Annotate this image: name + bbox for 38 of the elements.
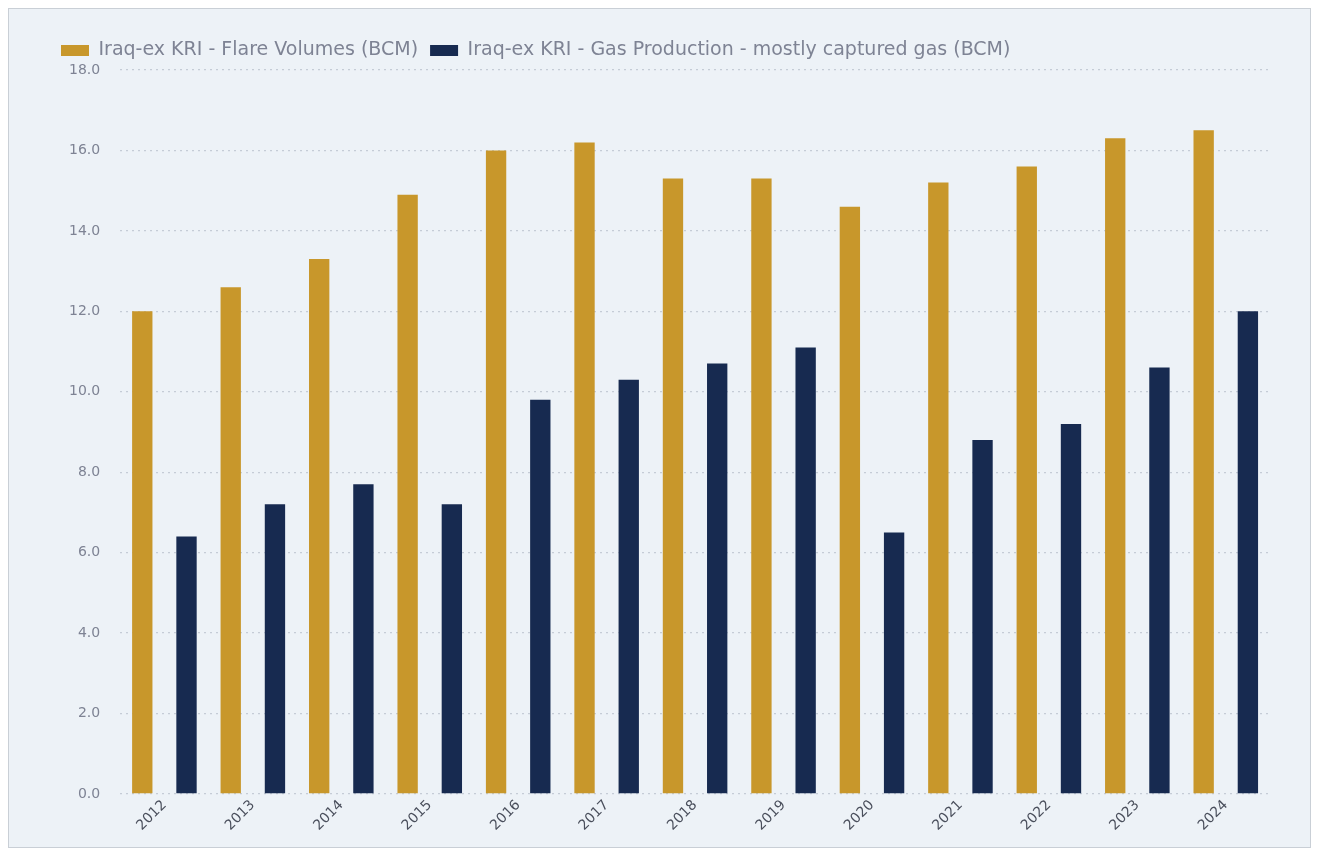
y-tick-label: 6.0 <box>77 543 101 560</box>
bar <box>839 206 861 794</box>
bar <box>618 379 639 794</box>
bar <box>485 150 507 794</box>
y-tick-label: 12.0 <box>69 301 101 318</box>
bar <box>1060 423 1082 794</box>
bar <box>1149 367 1170 794</box>
y-tick-label: 0.0 <box>77 784 101 801</box>
y-tick-label: 18.0 <box>69 60 101 77</box>
bar <box>1237 311 1259 794</box>
bar <box>662 178 684 794</box>
bar <box>176 536 197 794</box>
bar <box>972 440 993 794</box>
bar <box>132 311 153 794</box>
bar <box>928 182 949 794</box>
bar <box>883 532 905 794</box>
bar <box>574 142 595 794</box>
bar <box>264 504 286 794</box>
legend-label: Iraq-ex KRI - Gas Production - mostly captured gas (BCM) <box>467 37 1011 60</box>
bar <box>397 194 418 794</box>
bar <box>220 287 241 794</box>
y-tick-label: 4.0 <box>77 623 101 640</box>
bar <box>751 178 772 794</box>
bar <box>309 259 330 794</box>
bar <box>1193 130 1214 794</box>
bar <box>1105 138 1126 794</box>
y-tick-label: 2.0 <box>77 704 101 721</box>
y-tick-label: 16.0 <box>69 141 101 158</box>
y-tick-label: 8.0 <box>77 462 101 479</box>
y-tick-label: 10.0 <box>69 382 101 399</box>
legend-label: Iraq-ex KRI - Flare Volumes (BCM) <box>98 37 419 60</box>
y-tick-label: 14.0 <box>69 221 101 238</box>
bar <box>795 347 816 794</box>
bar <box>1016 166 1037 794</box>
bar <box>530 399 551 794</box>
bar <box>707 363 728 794</box>
bar <box>441 504 463 794</box>
bar <box>353 484 374 794</box>
